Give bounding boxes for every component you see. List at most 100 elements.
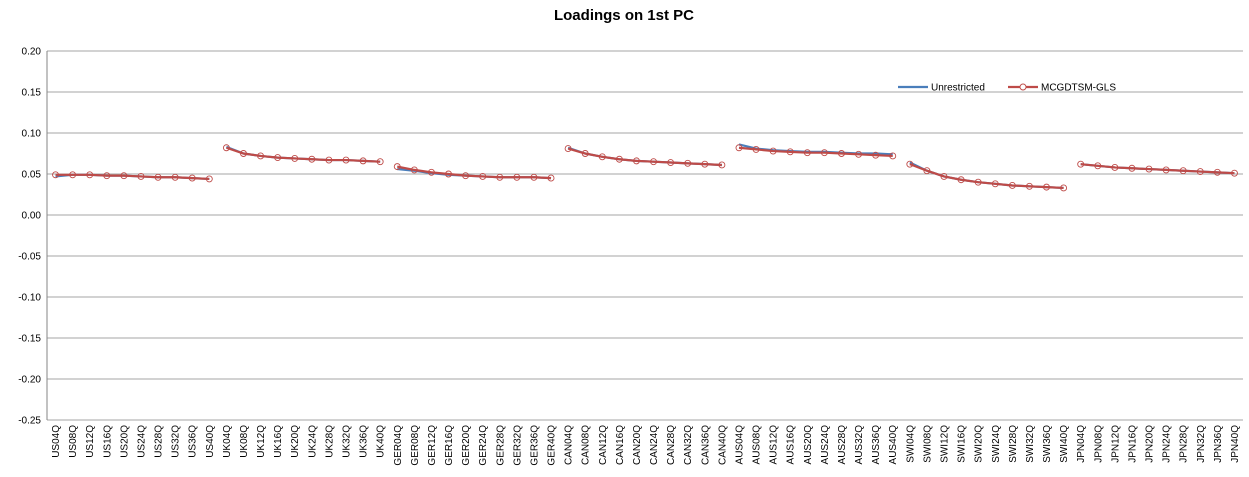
series-marker [462,172,470,180]
series-marker [974,178,982,186]
series-marker [291,154,299,162]
legend-marker [1019,83,1027,91]
x-tick-label: GER04Q [393,425,404,466]
x-tick-label: AUS32Q [854,425,865,465]
series-line [567,146,722,167]
series-marker [1043,183,1050,191]
series-marker [633,157,640,165]
x-tick-label: SWI36Q [1042,425,1053,463]
x-tick-label: GER16Q [444,425,455,466]
x-tick-label: JPN40Q [1230,425,1241,463]
series-marker [530,173,538,181]
x-tick-label: UK28Q [324,425,335,458]
series-line [55,173,210,181]
x-tick-label: SWI12Q [940,425,951,463]
x-tick-label: US20Q [119,425,130,458]
x-tick-label: JPN36Q [1213,425,1224,463]
x-tick-label: CAN28Q [666,425,677,465]
series-marker [752,145,760,153]
series-marker [923,167,931,175]
series-marker [1094,162,1102,170]
series-marker [1213,168,1221,176]
x-tick-label: UK40Q [376,425,387,458]
series-marker [308,155,316,163]
x-tick-label: US08Q [68,425,79,458]
series-marker [1060,184,1068,192]
y-tick-label: 0.15 [22,88,42,99]
x-tick-label: SWI40Q [1059,425,1070,463]
series-marker [735,144,743,152]
x-tick-label: AUS12Q [769,425,780,465]
series-line [909,161,1064,190]
series-line [909,163,1064,190]
series-marker [581,150,589,157]
series-marker [718,161,726,169]
series-marker [376,158,384,166]
series-marker [1196,168,1204,175]
legend-label: Unrestricted [931,83,985,94]
series-marker [342,156,350,164]
x-tick-label: JPN32Q [1196,425,1207,463]
x-tick-label: US28Q [154,425,165,458]
series-marker [205,175,213,183]
x-tick-label: AUS16Q [786,425,797,465]
series-marker [1179,167,1187,175]
series-marker [52,171,59,179]
series-marker [120,172,128,180]
y-tick-label: -0.15 [18,334,41,345]
series-marker [188,174,196,182]
x-tick-label: CAN16Q [615,425,626,465]
series-marker [325,156,333,164]
x-tick-label: US12Q [85,425,96,458]
series-line [226,146,381,163]
series-marker [855,150,863,158]
x-tick-label: UK16Q [273,425,284,458]
series-line [397,165,552,180]
x-tick-label: GER20Q [461,425,472,466]
y-tick-label: -0.10 [18,293,41,304]
x-tick-label: AUS36Q [871,425,882,465]
series-marker [803,149,811,157]
series-marker [103,172,111,180]
x-tick-label: GER36Q [529,425,540,466]
x-tick-label: CAN04Q [564,425,575,465]
x-tick-label: AUS24Q [820,425,831,465]
x-tick-label: CAN24Q [649,425,660,465]
series-marker [445,170,452,178]
x-tick-label: GER24Q [478,425,489,466]
y-tick-label: 0.05 [22,170,42,181]
x-tick-label: CAN32Q [683,425,694,465]
x-tick-label: JPN04Q [1076,425,1087,463]
series-marker [667,159,675,166]
chart-title: Loadings on 1st PC [554,7,694,24]
series-marker [564,145,572,153]
series-marker [991,180,999,188]
series-marker [1008,182,1016,189]
series-marker [872,151,880,159]
x-tick-label: GER12Q [427,425,438,466]
series-marker [69,171,77,179]
x-tick-label: GER08Q [410,425,421,466]
series-marker [701,160,709,168]
series-marker [410,166,418,174]
series-marker [1077,160,1085,168]
series-line [1080,163,1235,175]
series-marker [171,173,179,181]
x-tick-label: UK08Q [239,425,250,458]
x-tick-label: SWI08Q [922,425,933,463]
x-tick-label: JPN28Q [1179,425,1190,463]
series-marker [496,173,504,181]
x-tick-label: JPN20Q [1145,425,1156,463]
x-tick-label: AUS08Q [752,425,763,465]
series-marker [547,174,555,182]
series-marker [838,150,845,157]
y-tick-label: 0.00 [22,211,42,222]
x-tick-label: UK32Q [342,425,353,458]
x-tick-label: SWI24Q [991,425,1002,463]
series-marker [1111,163,1119,171]
series-marker [427,168,435,176]
series-marker [479,173,487,180]
series-marker [257,152,265,160]
x-tick-label: CAN40Q [717,425,728,465]
